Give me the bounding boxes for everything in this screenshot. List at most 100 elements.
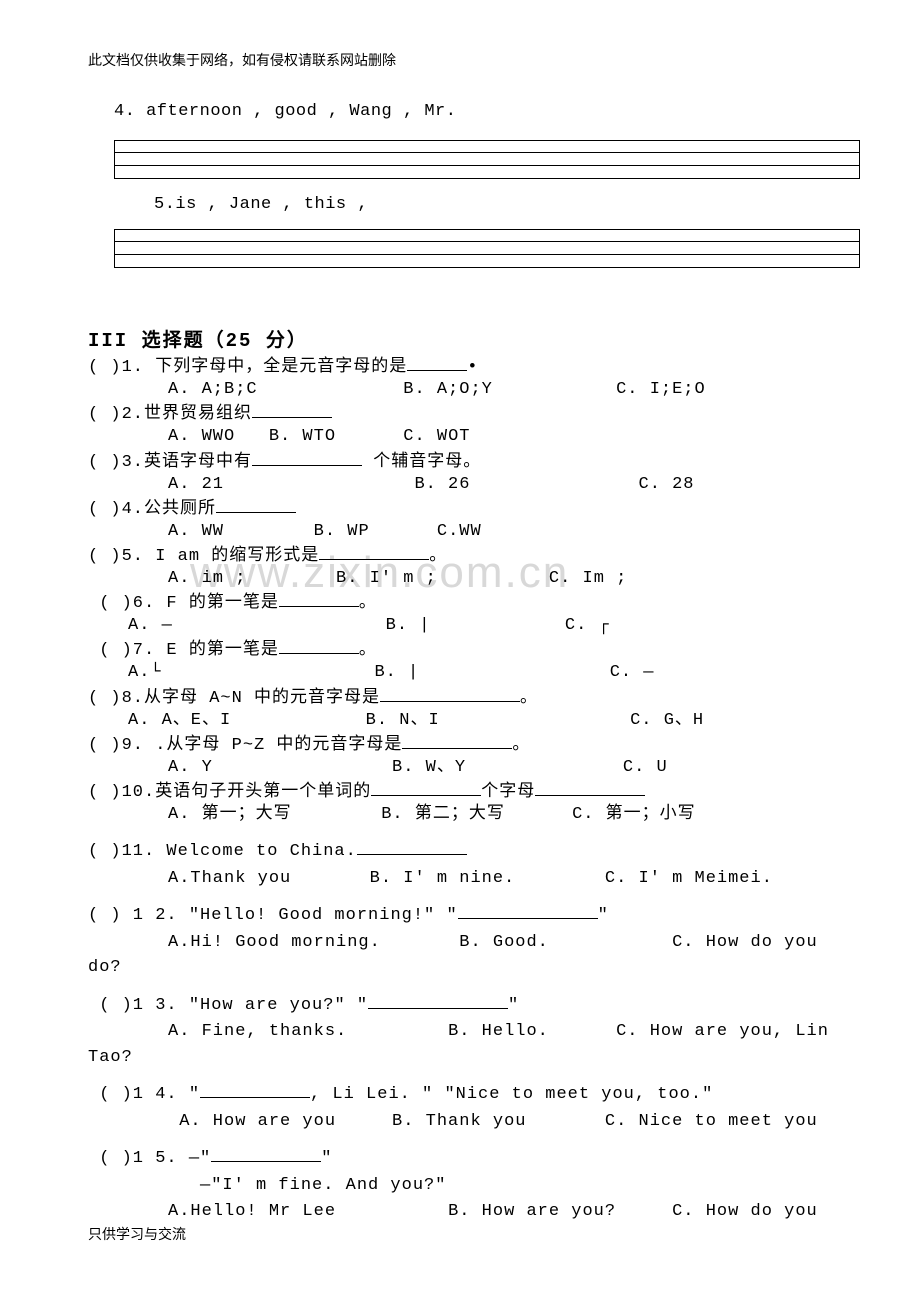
q2-stem: ( )2.世界贸易组织: [88, 401, 860, 426]
option-c: C. 28: [639, 475, 695, 494]
blank: [319, 543, 429, 560]
tail-text: 。: [520, 689, 538, 708]
blank: [211, 1145, 321, 1162]
option-c: C. ┌: [565, 616, 610, 635]
q15-text: ( )1 5. —": [99, 1149, 211, 1168]
option-b: B. W、Y: [392, 758, 466, 777]
blank: [252, 401, 332, 418]
option-a: A. WW: [168, 522, 224, 541]
option-b: B. |: [386, 616, 431, 635]
blank: [380, 685, 520, 702]
tail-text: 。: [429, 547, 447, 566]
option-b: B. Thank you: [392, 1112, 526, 1131]
option-b: B. 26: [414, 475, 470, 494]
question-4-text: 4. afternoon , good , Wang , Mr.: [114, 100, 860, 124]
q14-options: A. How are you B. Thank you C. Nice to m…: [168, 1111, 860, 1133]
option-b: B. How are you?: [448, 1202, 616, 1221]
blank: [371, 779, 481, 796]
q13-cont: Tao?: [88, 1046, 860, 1070]
tail-text: 。: [359, 641, 377, 660]
option-a: A. WWO: [168, 427, 235, 446]
blank: [216, 496, 296, 513]
footer-note: 只供学习与交流: [88, 1226, 186, 1246]
blank: [407, 354, 467, 371]
q1-options: A. A;B;C B. A;O;Y C. I;E;O: [168, 379, 860, 401]
option-c: C.WW: [437, 522, 482, 541]
option-b: B. Good.: [459, 933, 549, 952]
q9-stem: ( )9. .从字母 P~Z 中的元音字母是。: [88, 732, 860, 757]
q10-options: A. 第一；大写 B. 第二；大写 C. 第一；小写: [168, 804, 860, 826]
q8-options: A. A、E、I B. N、I C. G、H: [128, 710, 860, 732]
option-b: B. N、I: [366, 711, 440, 730]
option-c: C. How do you: [672, 933, 818, 952]
q1-stem: ( )1. 下列字母中，全是元音字母的是•: [88, 354, 860, 379]
option-c: C. How are you, Lin: [616, 1022, 829, 1041]
line2-text: —"I' m fine. And you?": [200, 1176, 446, 1195]
q15-stem: ( )1 5. —" ": [88, 1145, 860, 1171]
q2-options: A. WWO B. WTO C. WOT: [168, 426, 860, 448]
q11-text: ( )11. Welcome to China.: [88, 842, 357, 861]
writing-line: [115, 229, 859, 242]
q11-stem: ( )11. Welcome to China.: [88, 838, 860, 864]
tail-text: ": [598, 906, 609, 925]
mid-text: , Li Lei. " "Nice to meet you, too.": [310, 1085, 713, 1104]
option-a: A.└: [128, 663, 162, 682]
q6-options: A. — B. | C. ┌: [128, 615, 860, 637]
option-b: B. Hello.: [448, 1022, 549, 1041]
blank: [458, 902, 598, 919]
q9-text: ( )9. .从字母 P~Z 中的元音字母是: [88, 736, 402, 755]
option-c: C. G、H: [630, 711, 704, 730]
q12-stem: ( ) 1 2. "Hello! Good morning!" " ": [88, 902, 860, 928]
q12-cont: do?: [88, 956, 860, 980]
blank: [279, 590, 359, 607]
option-c: C. U: [623, 758, 668, 777]
option-c: C. WOT: [403, 427, 470, 446]
q8-stem: ( )8.从字母 A~N 中的元音字母是。: [88, 685, 860, 710]
option-c: C. I;E;O: [616, 380, 706, 399]
option-a: A. im ;: [168, 569, 246, 588]
writing-line: [115, 140, 859, 153]
q6-stem: ( )6. F 的第一笔是 。: [88, 590, 860, 615]
q3-options: A. 21 B. 26 C. 28: [168, 474, 860, 496]
q7-text: ( )7. E 的第一笔是: [99, 641, 279, 660]
tail-text: ": [508, 996, 519, 1015]
q7-stem: ( )7. E 的第一笔是 。: [88, 637, 860, 662]
option-a: A. How are you: [179, 1112, 336, 1131]
bullet: •: [467, 358, 478, 377]
content-area: 4. afternoon , good , Wang , Mr. 5.is , …: [88, 100, 860, 1223]
q5-stem: ( )5. I am 的缩写形式是。: [88, 543, 860, 568]
q2-text: ( )2.世界贸易组织: [88, 405, 252, 424]
option-b: B. I' m nine.: [370, 869, 516, 888]
q4-stem: ( )4.公共厕所: [88, 496, 860, 521]
option-a: A.Thank you: [168, 869, 291, 888]
option-b: B. WTO: [269, 427, 336, 446]
blank: [200, 1081, 310, 1098]
section-3-title: III 选择题（25 分）: [88, 328, 860, 355]
option-c: C. —: [610, 663, 655, 682]
option-c: C. How do you: [672, 1202, 818, 1221]
option-c: C. 第一；小写: [572, 805, 696, 824]
q5-options: A. im ; B. I' m ; C. Im ;: [168, 568, 860, 590]
option-b: B. |: [374, 663, 419, 682]
option-b: B. WP: [314, 522, 370, 541]
q11-options: A.Thank you B. I' m nine. C. I' m Meimei…: [168, 868, 860, 890]
option-a: A. A、E、I: [128, 711, 231, 730]
tail-text: 个辅音字母。: [362, 453, 481, 472]
option-a: A. 第一；大写: [168, 805, 292, 824]
writing-lines-4: [114, 140, 860, 179]
q13-stem: ( )1 3. "How are you?" "": [88, 992, 860, 1018]
q6-text: ( )6. F 的第一笔是: [99, 594, 279, 613]
q3-text: ( )3.英语字母中有: [88, 453, 252, 472]
option-a: A. 21: [168, 475, 224, 494]
blank: [279, 637, 359, 654]
tail-text: 。: [359, 594, 377, 613]
blank: [402, 732, 512, 749]
q12-text: ( ) 1 2. "Hello! Good morning!" ": [88, 906, 458, 925]
option-b: B. A;O;Y: [403, 380, 493, 399]
option-c: C. Nice to meet you: [605, 1112, 818, 1131]
option-a: A. A;B;C: [168, 380, 258, 399]
option-a: A. Fine, thanks.: [168, 1022, 347, 1041]
q14-text: ( )1 4. ": [99, 1085, 200, 1104]
option-a: A. Y: [168, 758, 213, 777]
tail-text: ": [321, 1149, 332, 1168]
